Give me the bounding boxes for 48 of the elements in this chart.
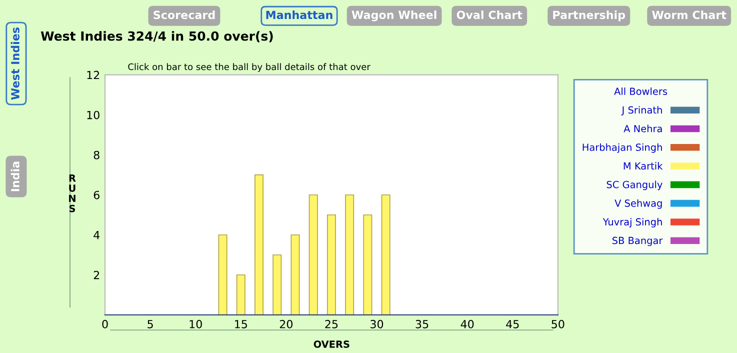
x-tick-label: 15 [235,320,247,328]
bar [345,194,354,315]
y-axis-title: RUNS [69,174,76,212]
y-tick-label: 10 [87,110,100,120]
legend-label: J Srinath [621,106,662,116]
x-tick-label: 5 [148,320,153,328]
x-axis-title: OVERS [314,340,350,348]
legend-label: SB Bangar [612,236,663,246]
text: India [10,162,20,192]
y-tick-label: 8 [94,150,100,160]
x-tick-label: 35 [416,320,428,328]
x-tick-label: 30 [370,320,384,328]
text: Partnership [553,10,626,22]
bar [308,194,318,315]
y-tick-label: 6 [94,190,100,200]
legend-title: All Bowlers [614,87,668,95]
x-tick-label: 25 [325,320,338,328]
legend-label: Harbhajan Singh [582,143,662,153]
text: West Indies [10,27,20,100]
text: Scorecard [154,10,215,20]
x-tick-label: 40 [460,320,474,328]
bar [381,194,390,315]
bar [236,274,246,315]
bar [272,254,282,315]
bar [326,214,336,315]
bar [218,234,228,315]
y-tick-label: 2 [94,270,100,280]
x-tick-label: 45 [506,320,519,328]
legend-label: M Kartik [624,162,663,170]
bar [363,214,372,315]
bar [254,174,264,315]
text: Oval Chart [456,10,522,20]
bar [290,234,300,315]
chart-subtitle: Click on bar to see the ball by ball details of that over [128,63,370,72]
text: Wagon Wheel [352,10,436,22]
y-tick-label: 12 [87,70,100,80]
legend-label: V Sehwag [614,199,662,209]
chart-title: West Indies 324/4 in 50.0 over(s) [40,31,273,42]
x-tick-label: 10 [190,320,202,328]
legend-label: A Nehra [624,124,662,132]
x-tick-label: 50 [552,320,564,328]
y-tick-label: 4 [94,230,100,240]
x-tick-label: 20 [280,320,293,328]
legend-label: Yuvraj Singh [602,218,662,228]
text: Manhattan [266,10,332,20]
text: Worm Chart [652,10,726,20]
x-tick-label: 0 [102,320,108,328]
legend-label: SC Ganguly [606,180,662,190]
